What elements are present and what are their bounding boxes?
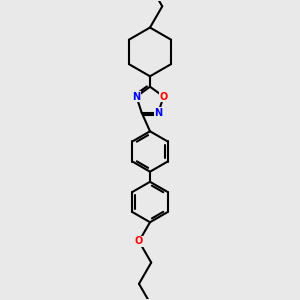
Text: O: O: [159, 92, 168, 101]
Text: N: N: [132, 92, 140, 101]
Text: O: O: [135, 236, 143, 246]
Text: N: N: [154, 107, 162, 118]
